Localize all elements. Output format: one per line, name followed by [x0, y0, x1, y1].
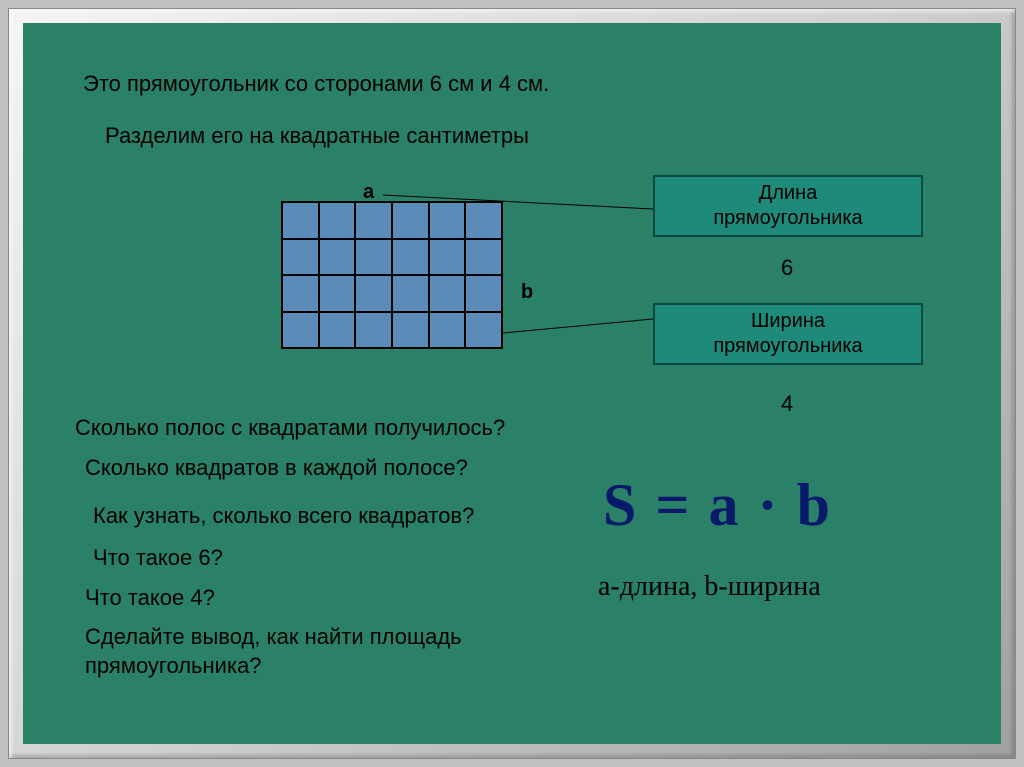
- grid-cell: [320, 276, 355, 311]
- length-value: 6: [781, 255, 793, 281]
- intro-line-1: Это прямоугольник со сторонами 6 см и 4 …: [83, 71, 549, 97]
- rectangle-grid: [281, 201, 503, 349]
- grid-cell: [356, 276, 391, 311]
- picture-frame: Это прямоугольник со сторонами 6 см и 4 …: [8, 8, 1016, 759]
- side-label-b: b: [521, 281, 533, 304]
- grid-cell: [320, 240, 355, 275]
- length-box-line1: Длина: [667, 181, 909, 206]
- length-box-line2: прямоугольника: [667, 206, 909, 231]
- grid-cell: [430, 313, 465, 348]
- grid-cell: [430, 276, 465, 311]
- grid-cell: [466, 313, 501, 348]
- question-2: Сколько квадратов в каждой полосе?: [85, 455, 468, 481]
- question-3: Как узнать, сколько всего квадратов?: [93, 503, 474, 529]
- grid-cell: [430, 240, 465, 275]
- grid-cell: [393, 240, 428, 275]
- length-box: Длина прямоугольника: [653, 175, 923, 237]
- grid-cell: [430, 203, 465, 238]
- grid-cell: [283, 240, 318, 275]
- variable-legend: a-длина, b-ширина: [598, 571, 821, 603]
- grid-cell: [393, 276, 428, 311]
- grid-cell: [393, 313, 428, 348]
- question-1: Сколько полос с квадратами получилось?: [75, 415, 505, 441]
- width-value: 4: [781, 391, 793, 417]
- question-4: Что такое 6?: [93, 545, 223, 571]
- grid-cell: [466, 276, 501, 311]
- question-6: Сделайте вывод, как найти площадь прямоу…: [85, 623, 565, 680]
- intro-line-2: Разделим его на квадратные сантиметры: [105, 123, 529, 149]
- grid-cell: [356, 313, 391, 348]
- grid-cell: [466, 203, 501, 238]
- grid-cell: [320, 313, 355, 348]
- grid-cell: [356, 240, 391, 275]
- area-formula: S = a · b: [603, 471, 832, 540]
- width-box-line2: прямоугольника: [667, 334, 909, 359]
- width-box-line1: Ширина: [667, 309, 909, 334]
- grid-cell: [283, 203, 318, 238]
- question-5: Что такое 4?: [85, 585, 215, 611]
- connector-line-b: [503, 305, 653, 335]
- grid-cell: [283, 313, 318, 348]
- grid-cell: [393, 203, 428, 238]
- slide-area: Это прямоугольник со сторонами 6 см и 4 …: [23, 23, 1001, 744]
- grid-cell: [356, 203, 391, 238]
- width-box: Ширина прямоугольника: [653, 303, 923, 365]
- grid-cell: [466, 240, 501, 275]
- grid-cell: [320, 203, 355, 238]
- grid-cell: [283, 276, 318, 311]
